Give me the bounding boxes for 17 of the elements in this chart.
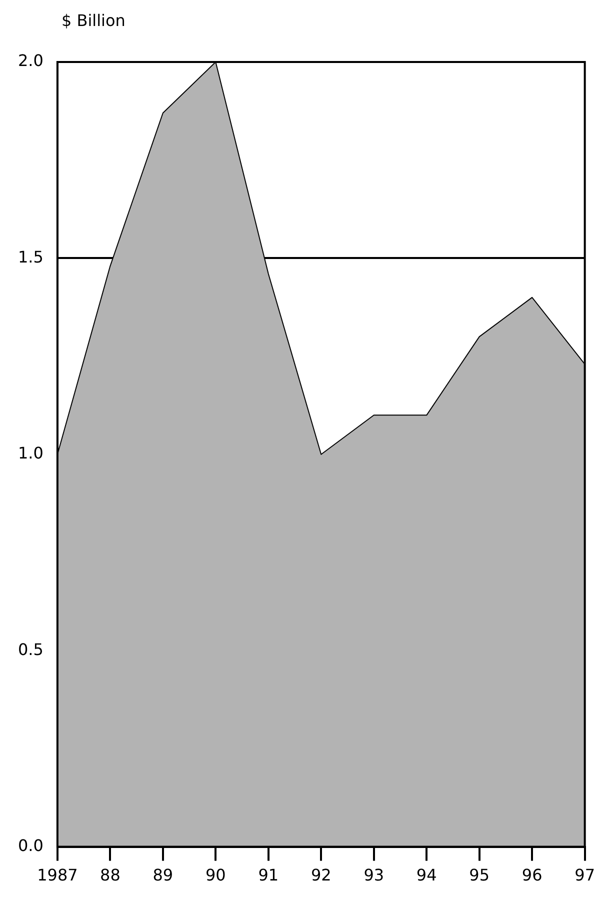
x-tick-label: 1987 [37, 866, 78, 885]
y-tick-label: 1.0 [18, 444, 44, 463]
x-tick-label: 94 [416, 866, 437, 885]
y-tick-label: 0.5 [18, 640, 44, 659]
y-axis-title: $ Billion [61, 11, 126, 30]
x-tick-label: 96 [522, 866, 542, 885]
x-tick-label: 95 [469, 866, 490, 885]
x-tick-label: 89 [152, 866, 174, 885]
x-tick-label: 91 [258, 866, 279, 885]
x-tick-label: 93 [364, 866, 384, 885]
y-tick-label: 0.0 [18, 836, 44, 855]
y-tick-label: 1.5 [18, 247, 44, 266]
y-tick-label: 2.0 [18, 51, 44, 70]
x-tick-label: 92 [310, 866, 332, 885]
x-tick-label: 88 [100, 866, 120, 885]
x-tick-label: 97 [574, 866, 595, 885]
x-tick-label: 90 [205, 866, 226, 885]
